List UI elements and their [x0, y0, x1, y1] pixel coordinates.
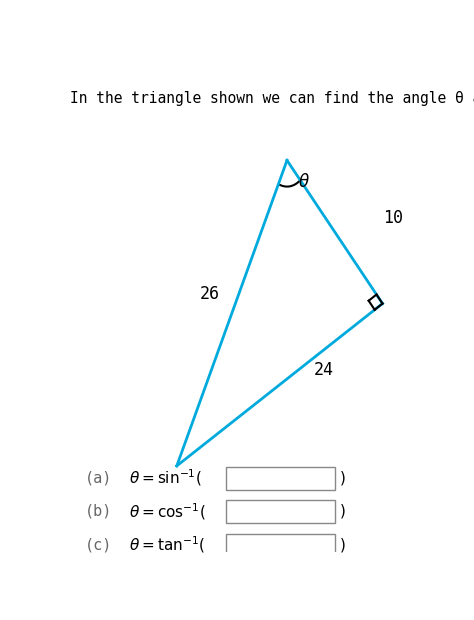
Text: $)$: $)$ [339, 536, 346, 554]
Text: (a): (a) [85, 471, 112, 485]
Bar [227, 467, 335, 490]
Text: $\theta = \mathrm{cos}^{-1}($: $\theta = \mathrm{cos}^{-1}($ [129, 501, 206, 521]
Text: (c): (c) [85, 537, 112, 552]
Text: θ: θ [299, 173, 309, 191]
Text: In the triangle shown we can find the angle θ as follows.: In the triangle shown we can find the an… [70, 91, 474, 106]
Text: $\theta = \mathrm{sin}^{-1}($: $\theta = \mathrm{sin}^{-1}($ [129, 467, 202, 488]
Text: (b): (b) [85, 503, 112, 519]
Text: $\theta = \mathrm{tan}^{-1}($: $\theta = \mathrm{tan}^{-1}($ [129, 534, 205, 555]
Bar [227, 500, 335, 523]
Bar [227, 534, 335, 557]
Text: 26: 26 [200, 285, 220, 303]
Text: 10: 10 [383, 208, 403, 227]
Text: $)$: $)$ [339, 469, 346, 487]
Text: 24: 24 [314, 361, 334, 379]
Text: $)$: $)$ [339, 502, 346, 520]
